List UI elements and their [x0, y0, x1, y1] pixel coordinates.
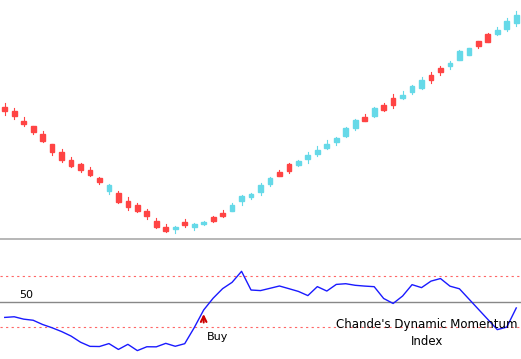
Bar [466, 48, 472, 55]
Bar [476, 41, 481, 46]
Bar [173, 227, 178, 229]
Bar [381, 104, 386, 110]
Bar [69, 160, 73, 166]
Bar [287, 164, 291, 171]
Bar [201, 222, 206, 224]
Bar [154, 221, 159, 227]
Text: Buy: Buy [206, 332, 228, 342]
Bar [258, 185, 263, 192]
Bar [182, 222, 187, 225]
Bar [211, 217, 216, 221]
Text: 50: 50 [19, 290, 33, 300]
Bar [429, 75, 433, 80]
Bar [31, 126, 35, 132]
Bar [107, 185, 111, 191]
Bar [504, 20, 509, 29]
Bar [486, 34, 490, 42]
Text: Chande's Dynamic Momentum
Index: Chande's Dynamic Momentum Index [336, 318, 518, 349]
Bar [230, 205, 234, 211]
Bar [268, 178, 272, 184]
Bar [164, 227, 168, 231]
Bar [40, 134, 45, 141]
Bar [49, 144, 55, 152]
Bar [88, 170, 92, 175]
Bar [126, 201, 130, 207]
Bar [372, 108, 377, 116]
Bar [400, 95, 405, 98]
Bar [78, 164, 83, 170]
Bar [116, 193, 121, 202]
Bar [192, 224, 196, 227]
Bar [343, 128, 348, 136]
Bar [59, 151, 64, 159]
Bar [315, 150, 320, 154]
Bar [220, 213, 225, 216]
Bar [3, 107, 7, 111]
Bar [362, 117, 367, 121]
Bar [334, 138, 339, 143]
Bar [514, 15, 518, 23]
Bar [249, 194, 253, 197]
Bar [391, 98, 395, 106]
Bar [419, 80, 424, 88]
Bar [410, 86, 414, 92]
Bar [325, 144, 329, 148]
Bar [305, 155, 310, 159]
Bar [12, 111, 17, 116]
Bar [97, 178, 102, 182]
Bar [448, 63, 452, 66]
Bar [21, 121, 26, 124]
Bar [277, 172, 282, 176]
Bar [495, 30, 500, 34]
Bar [353, 120, 357, 128]
Bar [135, 205, 140, 211]
Bar [296, 161, 301, 165]
Bar [239, 196, 244, 201]
Bar [438, 68, 443, 72]
Bar [457, 51, 462, 60]
Bar [144, 211, 149, 216]
